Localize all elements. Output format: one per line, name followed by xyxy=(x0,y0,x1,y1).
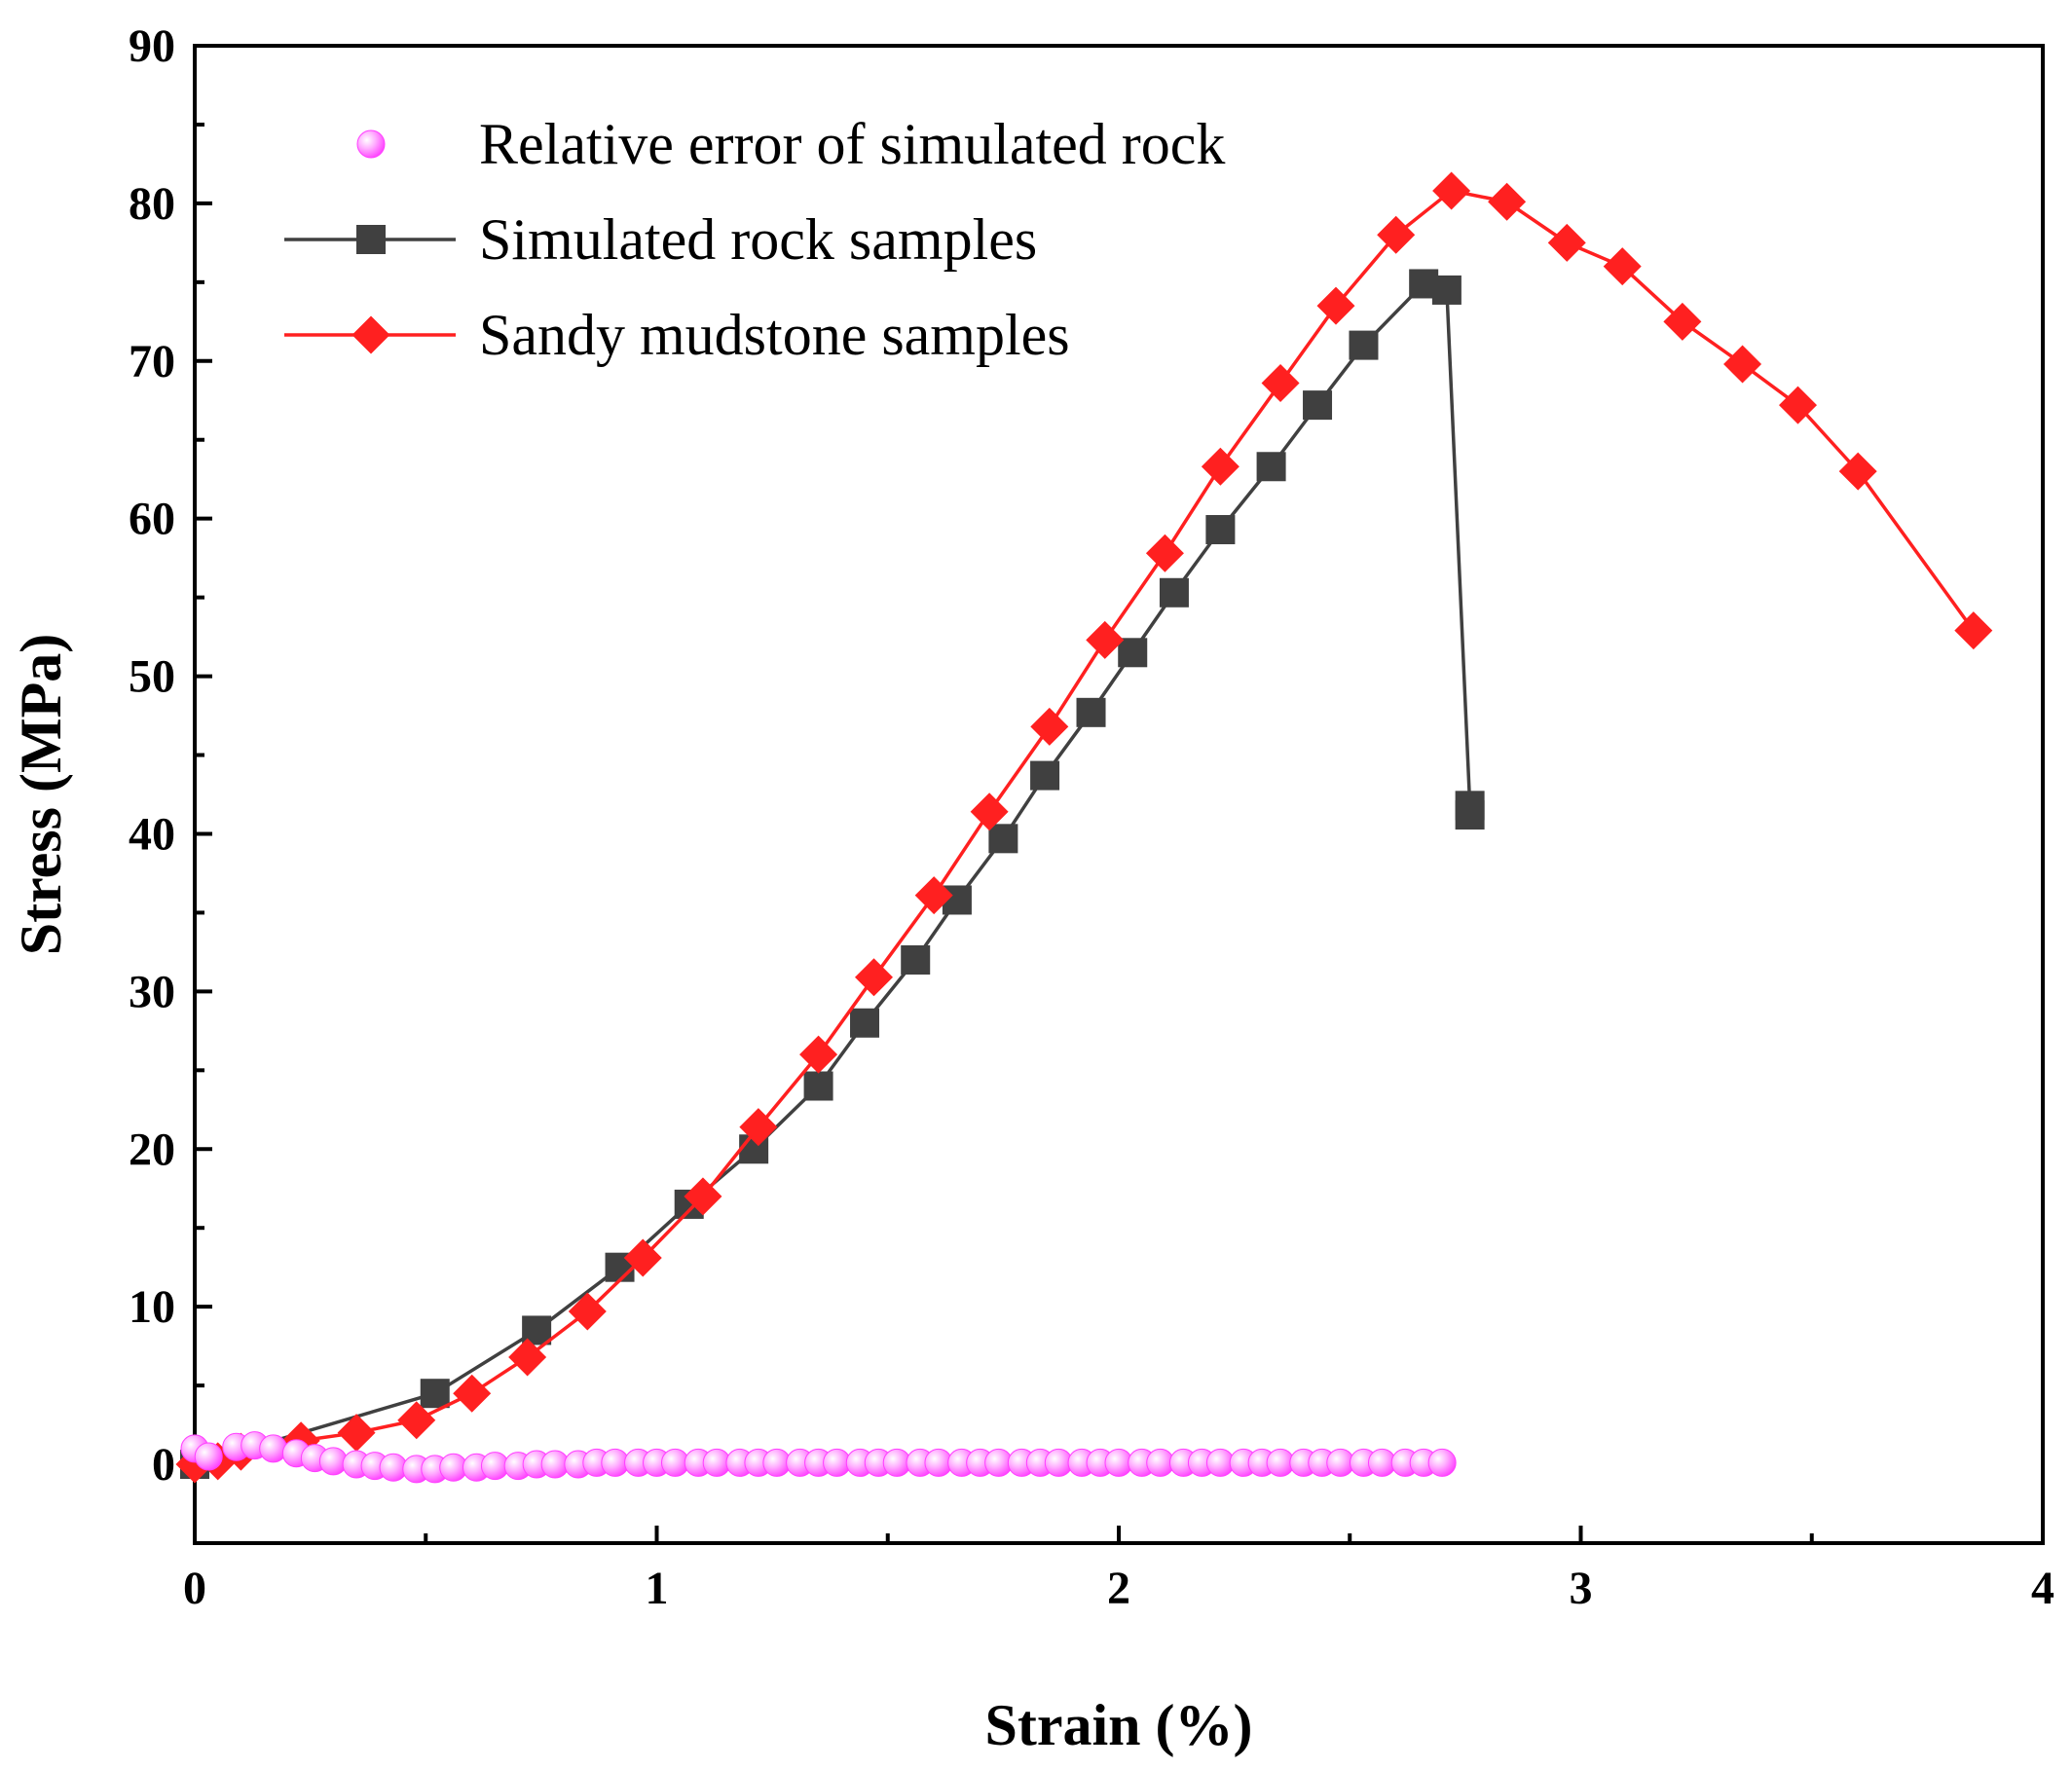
legend-item: Sandy mudstone samples xyxy=(284,303,1070,367)
y-tick-label: 20 xyxy=(129,1124,175,1175)
data-point-square xyxy=(1431,275,1462,305)
data-point-diamond xyxy=(453,1374,492,1413)
series-diamond xyxy=(175,171,1993,1484)
data-point-diamond xyxy=(1663,302,1702,341)
y-tick-label: 40 xyxy=(129,808,175,860)
data-point-circle xyxy=(259,1434,288,1463)
data-point-diamond xyxy=(970,792,1009,831)
y-tick-label: 0 xyxy=(152,1439,175,1491)
series-layer xyxy=(175,171,1993,1484)
x-tick-label: 4 xyxy=(2031,1563,2054,1614)
legend-marker xyxy=(352,315,390,354)
data-point-square xyxy=(1030,760,1060,791)
legend-label: Sandy mudstone samples xyxy=(479,303,1070,367)
data-point-diamond xyxy=(799,1035,838,1074)
x-tick-label: 0 xyxy=(183,1563,206,1614)
x-tick-label: 3 xyxy=(1570,1563,1593,1614)
y-axis-title: Stress (MPa) xyxy=(9,634,73,955)
data-point-diamond xyxy=(623,1238,662,1277)
data-point-diamond xyxy=(337,1414,376,1453)
data-point-circle xyxy=(194,1442,223,1471)
data-point-diamond xyxy=(1377,215,1416,254)
data-point-square xyxy=(1205,515,1236,545)
data-point-diamond xyxy=(1432,171,1471,210)
legend-marker xyxy=(356,129,386,159)
legend-label: Simulated rock samples xyxy=(479,207,1037,272)
y-tick-label: 90 xyxy=(129,20,175,72)
legend-item: Simulated rock samples xyxy=(284,207,1037,272)
data-point-diamond xyxy=(397,1401,436,1440)
y-tick-label: 60 xyxy=(129,494,175,545)
data-point-diamond xyxy=(1603,247,1642,286)
data-point-circle xyxy=(1427,1448,1457,1477)
data-point-square xyxy=(850,1008,880,1038)
legend-marker xyxy=(356,225,386,254)
data-point-square xyxy=(1349,330,1379,360)
data-point-square xyxy=(1118,638,1148,668)
legend-label: Relative error of simulated rock xyxy=(479,112,1225,176)
data-point-diamond xyxy=(1086,620,1125,659)
data-point-diamond xyxy=(914,876,953,915)
data-point-diamond xyxy=(1547,223,1586,262)
x-tick-label: 1 xyxy=(646,1563,669,1614)
data-point-square xyxy=(1256,452,1286,482)
data-point-square xyxy=(1455,800,1485,830)
data-point-diamond xyxy=(1488,182,1527,221)
data-point-diamond xyxy=(855,958,894,997)
legend: Relative error of simulated rock Simulate… xyxy=(284,112,1225,367)
data-point-diamond xyxy=(1723,345,1762,384)
data-point-diamond xyxy=(568,1292,607,1331)
series-circle xyxy=(180,1431,1457,1484)
y-tick-label: 70 xyxy=(129,336,175,387)
data-point-diamond xyxy=(1779,386,1818,424)
data-point-square xyxy=(420,1379,450,1409)
data-point-diamond xyxy=(508,1338,547,1377)
y-tick-label: 30 xyxy=(129,966,175,1017)
data-point-square xyxy=(803,1071,833,1101)
series-square xyxy=(180,269,1485,1480)
y-tick-label: 50 xyxy=(129,651,175,703)
data-point-diamond xyxy=(1030,707,1069,746)
data-point-square xyxy=(901,944,931,975)
data-point-diamond xyxy=(1316,286,1355,325)
plot-frame xyxy=(193,44,2045,1545)
data-point-diamond xyxy=(1145,534,1184,572)
x-axis-title: Strain (%) xyxy=(985,1693,1253,1757)
data-point-square xyxy=(1076,697,1106,727)
data-point-diamond xyxy=(1954,611,1993,650)
x-tick-label: 2 xyxy=(1107,1563,1130,1614)
data-point-square xyxy=(988,824,1018,854)
legend-item: Relative error of simulated rock xyxy=(356,112,1225,176)
data-point-diamond xyxy=(1261,363,1300,402)
data-point-square xyxy=(1303,390,1333,421)
data-point-diamond xyxy=(1201,447,1240,486)
data-point-diamond xyxy=(739,1108,778,1147)
data-point-square xyxy=(1159,577,1189,608)
series-line xyxy=(194,189,1976,1466)
data-point-diamond xyxy=(684,1177,722,1216)
y-tick-label: 80 xyxy=(129,178,175,230)
data-point-diamond xyxy=(1838,452,1877,491)
y-tick-label: 10 xyxy=(129,1281,175,1333)
